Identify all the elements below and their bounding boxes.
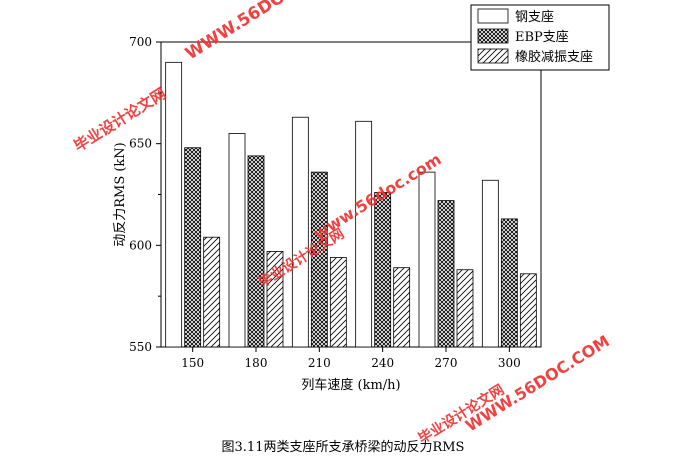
bar xyxy=(329,257,347,348)
bar xyxy=(203,236,221,348)
x-tick-label: 210 xyxy=(308,356,331,370)
y-tick-label: 700 xyxy=(129,35,152,49)
bar xyxy=(393,267,411,348)
bars xyxy=(165,61,537,348)
bar xyxy=(184,147,202,348)
legend-swatch xyxy=(477,48,509,64)
bar xyxy=(519,273,537,348)
legend-label: EBP支座 xyxy=(515,30,569,45)
y-axis-label: 动反力RMS (kN) xyxy=(113,142,128,247)
bar xyxy=(247,155,265,348)
bar xyxy=(456,269,474,348)
x-tick-label: 270 xyxy=(435,356,458,370)
legend-label: 钢支座 xyxy=(515,10,554,25)
x-tick-label: 180 xyxy=(245,356,268,370)
x-tick-label: 240 xyxy=(371,356,394,370)
bar xyxy=(291,116,309,348)
bar xyxy=(437,200,455,348)
y-tick-label: 550 xyxy=(129,340,152,354)
bar xyxy=(165,61,183,348)
x-axis-label: 列车速度 (km/h) xyxy=(301,377,400,393)
legend-label: 橡胶减振支座 xyxy=(515,49,593,65)
bar xyxy=(228,133,246,348)
bar xyxy=(374,192,392,348)
bar xyxy=(481,179,499,348)
bar xyxy=(355,120,373,348)
axes: 550 600 650 700 150 180 210 240 270 300 xyxy=(129,35,521,370)
y-tick-label: 600 xyxy=(129,238,152,252)
bar xyxy=(418,171,436,348)
legend-swatch xyxy=(477,28,509,44)
figure-caption: 图3.11两类支座所支承桥梁的动反力RMS xyxy=(221,440,465,455)
y-tick-label: 650 xyxy=(129,137,152,151)
x-tick-label: 150 xyxy=(181,356,204,370)
bar xyxy=(500,218,518,348)
watermark-site: WWW.56DOC.COM xyxy=(182,0,342,64)
bar xyxy=(266,251,284,348)
legend-swatch xyxy=(477,8,509,24)
x-tick-label: 300 xyxy=(498,356,521,370)
